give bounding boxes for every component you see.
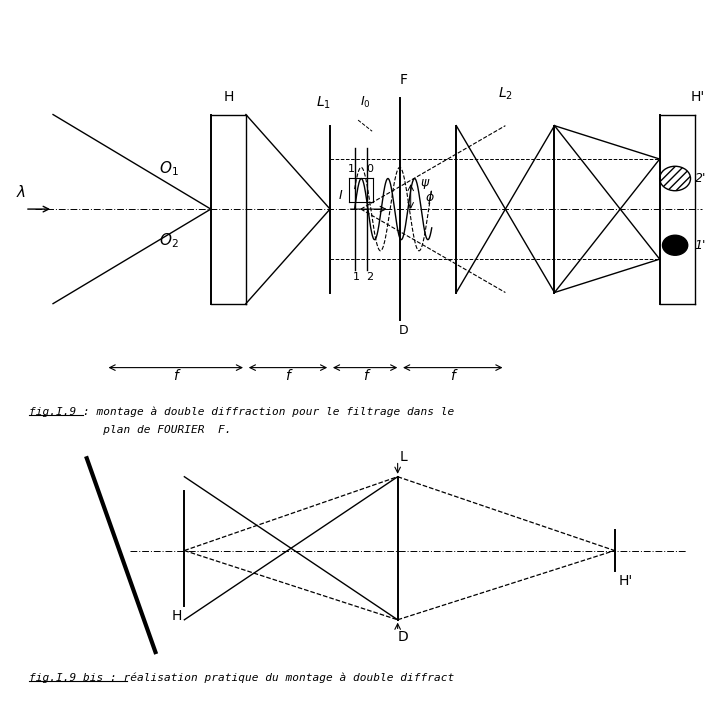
Text: L: L bbox=[400, 450, 407, 464]
Text: $\psi$: $\psi$ bbox=[420, 177, 430, 191]
Text: $O_1$: $O_1$ bbox=[159, 159, 179, 177]
Text: fig.I.9 bis : réalisation pratique du montage à double diffract: fig.I.9 bis : réalisation pratique du mo… bbox=[29, 673, 454, 684]
Text: D: D bbox=[398, 629, 408, 644]
Text: H': H' bbox=[618, 574, 633, 588]
Text: H: H bbox=[223, 89, 234, 104]
Text: f: f bbox=[174, 369, 178, 383]
Text: $\phi$: $\phi$ bbox=[424, 189, 435, 205]
Text: 1: 1 bbox=[354, 273, 360, 283]
Text: F: F bbox=[400, 73, 408, 87]
Text: $I_0$: $I_0$ bbox=[360, 95, 370, 110]
Text: H: H bbox=[172, 609, 182, 623]
Text: 1: 1 bbox=[348, 164, 355, 174]
Text: I: I bbox=[338, 189, 343, 202]
Text: plan de FOURIER  F.: plan de FOURIER F. bbox=[29, 425, 231, 435]
Text: 0: 0 bbox=[367, 164, 374, 174]
Text: $L_2$: $L_2$ bbox=[498, 86, 513, 102]
Text: 2: 2 bbox=[367, 273, 374, 283]
Text: f: f bbox=[450, 369, 455, 383]
Text: H': H' bbox=[691, 89, 706, 104]
Text: $\lambda$: $\lambda$ bbox=[17, 184, 27, 200]
Text: f: f bbox=[363, 369, 367, 383]
Text: $O_2$: $O_2$ bbox=[159, 231, 179, 250]
Text: $L_1$: $L_1$ bbox=[315, 94, 330, 110]
Text: f: f bbox=[286, 369, 291, 383]
Text: 2': 2' bbox=[695, 172, 706, 185]
Text: D: D bbox=[399, 324, 408, 337]
Text: fig.I.9 : montage à double diffraction pour le filtrage dans le: fig.I.9 : montage à double diffraction p… bbox=[29, 406, 454, 417]
Circle shape bbox=[662, 235, 688, 255]
Text: 1': 1' bbox=[695, 239, 706, 252]
